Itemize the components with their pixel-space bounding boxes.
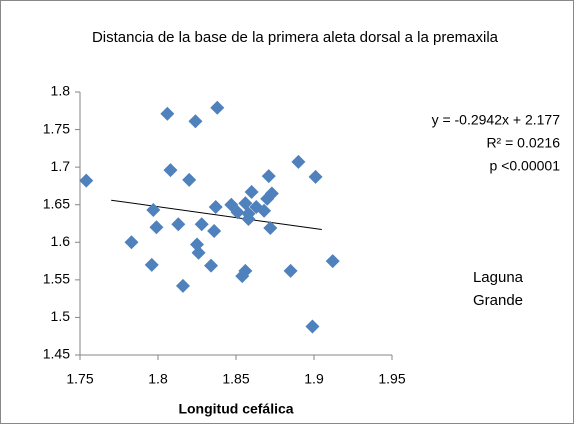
point (261, 169, 276, 184)
annotation: p <0.00001 (490, 158, 561, 174)
x-tick-label: 1.95 (378, 371, 405, 387)
y-tick-label: 1.55 (43, 271, 70, 287)
point (325, 254, 340, 269)
point (188, 114, 203, 129)
point (308, 169, 323, 184)
point (144, 257, 159, 272)
point (238, 196, 253, 211)
point (264, 186, 279, 201)
point (210, 100, 225, 115)
y-tick-label: 1.8 (51, 83, 71, 99)
point (238, 263, 253, 278)
trendline (111, 199, 322, 231)
x-tick-label: 1.75 (66, 371, 93, 387)
x-axis-label: Longitud cefálica (178, 401, 293, 417)
point (194, 217, 209, 232)
y-tick-label: 1.45 (43, 346, 70, 362)
point (163, 163, 178, 178)
annotation: R² = 0.0216 (486, 135, 560, 151)
point (263, 221, 278, 236)
x-tick-label: 1.9 (304, 371, 324, 387)
point (244, 184, 259, 199)
point (207, 224, 222, 239)
point (241, 211, 256, 226)
point (182, 172, 197, 187)
point (291, 154, 306, 169)
point (149, 220, 164, 235)
y-tick-label: 1.65 (43, 195, 70, 211)
point (175, 278, 190, 293)
point (257, 203, 272, 218)
y-tick-label: 1.6 (51, 233, 71, 249)
point (191, 245, 206, 260)
point (283, 263, 298, 278)
point (204, 258, 219, 273)
point (208, 199, 223, 214)
point (305, 319, 320, 334)
point (171, 217, 186, 232)
y-tick-label: 1.75 (43, 120, 70, 136)
annotation: y = -0.2942x + 2.177 (432, 112, 561, 128)
location-label: Laguna Grande (472, 269, 524, 309)
point (146, 202, 161, 217)
point (79, 173, 94, 188)
x-tick-label: 1.85 (222, 371, 249, 387)
chart-title: Distancia de la base de la primera aleta… (91, 29, 499, 46)
x-tick-label: 1.8 (148, 371, 168, 387)
point (124, 235, 139, 250)
y-tick-label: 1.5 (51, 308, 71, 324)
y-tick-label: 1.7 (51, 158, 71, 174)
point (230, 205, 245, 220)
point (160, 106, 175, 121)
